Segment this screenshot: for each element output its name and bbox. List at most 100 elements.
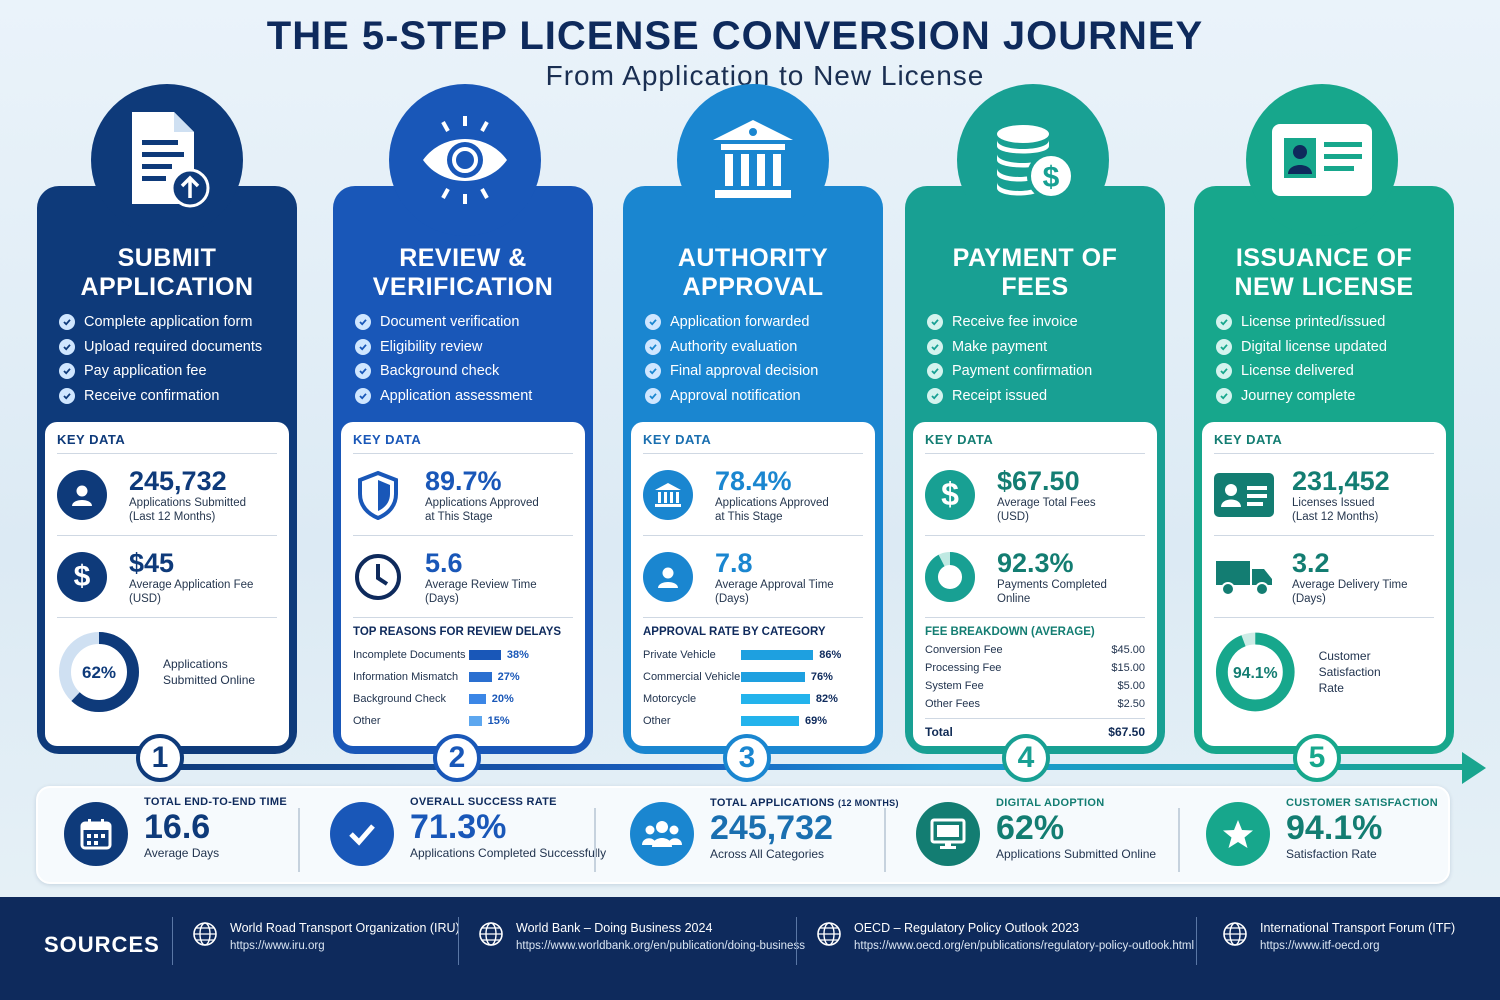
step-number-5: 5 (1293, 734, 1341, 782)
check-icon (59, 387, 75, 404)
source-item[interactable]: OECD – Regulatory Policy Outlook 2023 htt… (816, 919, 1194, 955)
stat-authority-approved: 78.4% Applications Approved at This Stage (643, 454, 863, 536)
stat-application-fee: $ $45 Average Application Fee (USD) (57, 536, 277, 618)
check-icon (59, 338, 75, 355)
stat-total-fees: $ $67.50 Average Total Fees (USD) (925, 454, 1145, 536)
bar (741, 650, 814, 660)
id-card-icon (1214, 472, 1274, 517)
step-checklist: Receive fee invoice Make payment Payment… (927, 310, 1092, 408)
government-building-icon (677, 84, 829, 236)
sources-title: SOURCES (44, 932, 160, 957)
stat-applications-approved: 89.7% Applications Approved at This Stage (353, 454, 573, 536)
bar (469, 694, 486, 704)
source-item[interactable]: World Bank – Doing Business 2024 https://… (478, 919, 805, 955)
step-number-1: 1 (136, 734, 184, 782)
review-delays-chart: TOP REASONS FOR REVIEW DELAYS Incomplete… (353, 618, 573, 732)
bar-row: Other 69% (643, 715, 827, 727)
fee-row: Processing Fee $15.00 (925, 662, 1145, 674)
online-submission-donut: 62% Applications Submitted Online (57, 630, 277, 714)
stat-delivery-time: 3.2 Average Delivery Time (Days) (1214, 536, 1434, 618)
list-item: Receipt issued (927, 384, 1092, 409)
sources-footer: SOURCES World Road Transport Organizatio… (0, 897, 1500, 1000)
key-data-panel: KEY DATA 78.4% Applications Approved at Th… (631, 422, 875, 746)
fee-row: System Fee $5.00 (925, 680, 1145, 692)
check-icon (645, 338, 661, 355)
divider (884, 808, 886, 872)
coins-dollar-icon: $ (957, 84, 1109, 236)
source-link[interactable]: https://www.worldbank.org/en/publication… (516, 940, 805, 952)
person-icon (643, 551, 693, 602)
source-item[interactable]: International Transport Forum (ITF) https… (1222, 919, 1455, 955)
check-icon (59, 314, 75, 331)
step-card-review-verification: REVIEW & VERIFICATION Document verificati… (333, 186, 593, 754)
check-icon (355, 363, 371, 380)
bar-row: Motorcycle 82% (643, 693, 838, 705)
list-item: Eligibility review (355, 335, 532, 360)
divider (458, 917, 459, 965)
journey-timeline (160, 764, 1468, 770)
bar-row: Private Vehicle 86% (643, 649, 842, 661)
donut-arc (1215, 632, 1295, 712)
source-link[interactable]: https://www.oecd.org/en/publications/reg… (854, 940, 1195, 952)
step-number-3: 3 (723, 734, 771, 782)
step-number-2: 2 (433, 734, 481, 782)
clock-icon (353, 552, 403, 602)
summary-total-applications: TOTAL APPLICATIONS (12 MONTHS) 245,732 Acr… (630, 797, 899, 866)
step-checklist: Complete application form Upload require… (59, 310, 262, 408)
stat-applications-submitted: 245,732 Applications Submitted (Last 12 Mo… (57, 454, 277, 536)
step-card-payment-of-fees: PAYMENT OF FEES Receive fee invoice Make … (905, 186, 1165, 754)
bar-row: Incomplete Documents 38% (353, 649, 529, 661)
check-icon (927, 387, 943, 404)
check-icon (355, 338, 371, 355)
stat-review-time: 5.6 Average Review Time (Days) (353, 536, 573, 618)
bank-icon (643, 469, 693, 520)
document-upload-icon (91, 84, 243, 236)
svg-text:94.1%: 94.1% (1233, 665, 1278, 682)
satisfaction-donut: 94.1% Customer Satisfaction Rate (1214, 630, 1434, 714)
people-icon (630, 802, 694, 866)
bar (741, 672, 805, 682)
dollar-icon: $ (925, 469, 975, 520)
summary-digital-adoption: DIGITAL ADOPTION 62% Applications Submitte… (916, 797, 1156, 866)
step-card-submit-application: SUBMIT APPLICATION Complete application f… (37, 186, 297, 754)
pie-icon (925, 551, 975, 602)
list-item: Application forwarded (645, 310, 818, 335)
divider (1178, 808, 1180, 872)
list-item: Document verification (355, 310, 532, 335)
svg-text:62%: 62% (82, 663, 116, 682)
truck-icon (1214, 552, 1274, 602)
source-link[interactable]: https://www.itf-oecd.org (1260, 940, 1380, 952)
divider (594, 808, 596, 872)
bar-row: Background Check 20% (353, 693, 514, 705)
bar (741, 716, 799, 726)
step-checklist: Document verification Eligibility review… (355, 310, 532, 408)
check-icon (927, 363, 943, 380)
key-data-panel: KEY DATA 231,452 Licenses Issued (Last 12 … (1202, 422, 1446, 746)
fee-row: Conversion Fee $45.00 (925, 644, 1145, 656)
divider (172, 917, 173, 965)
list-item: Make payment (927, 335, 1092, 360)
key-data-label: KEY DATA (925, 432, 1145, 454)
step-title: PAYMENT OF FEES (952, 244, 1118, 301)
step-checklist: License printed/issued Digital license u… (1216, 310, 1387, 408)
arrow-right-icon (1462, 752, 1486, 784)
check-icon (1216, 338, 1232, 355)
key-data-panel: KEY DATA 245,732 Applications Submitted (L… (45, 422, 289, 746)
fee-row: Other Fees $2.50 (925, 698, 1145, 710)
divider (1196, 917, 1197, 965)
list-item: Upload required documents (59, 335, 262, 360)
step-title: REVIEW & VERIFICATION (372, 244, 554, 301)
bar-row: Commercial Vehicle 76% (643, 671, 833, 683)
list-item: Background check (355, 359, 532, 384)
monitor-icon (916, 802, 980, 866)
bar (741, 694, 810, 704)
summary-bar: TOTAL END-TO-END TIME 16.6 Average Days OV… (36, 786, 1450, 884)
key-data-label: KEY DATA (643, 432, 863, 454)
check-icon (59, 363, 75, 380)
list-item: License printed/issued (1216, 310, 1387, 335)
step-card-issuance-new-license: ISSUANCE OF NEW LICENSE License printed/i… (1194, 186, 1454, 754)
source-item[interactable]: World Road Transport Organization (IRU) h… (192, 919, 460, 955)
source-link[interactable]: https://www.iru.org (230, 940, 325, 952)
step-title: AUTHORITY APPROVAL (677, 244, 829, 301)
list-item: Application assessment (355, 384, 532, 409)
